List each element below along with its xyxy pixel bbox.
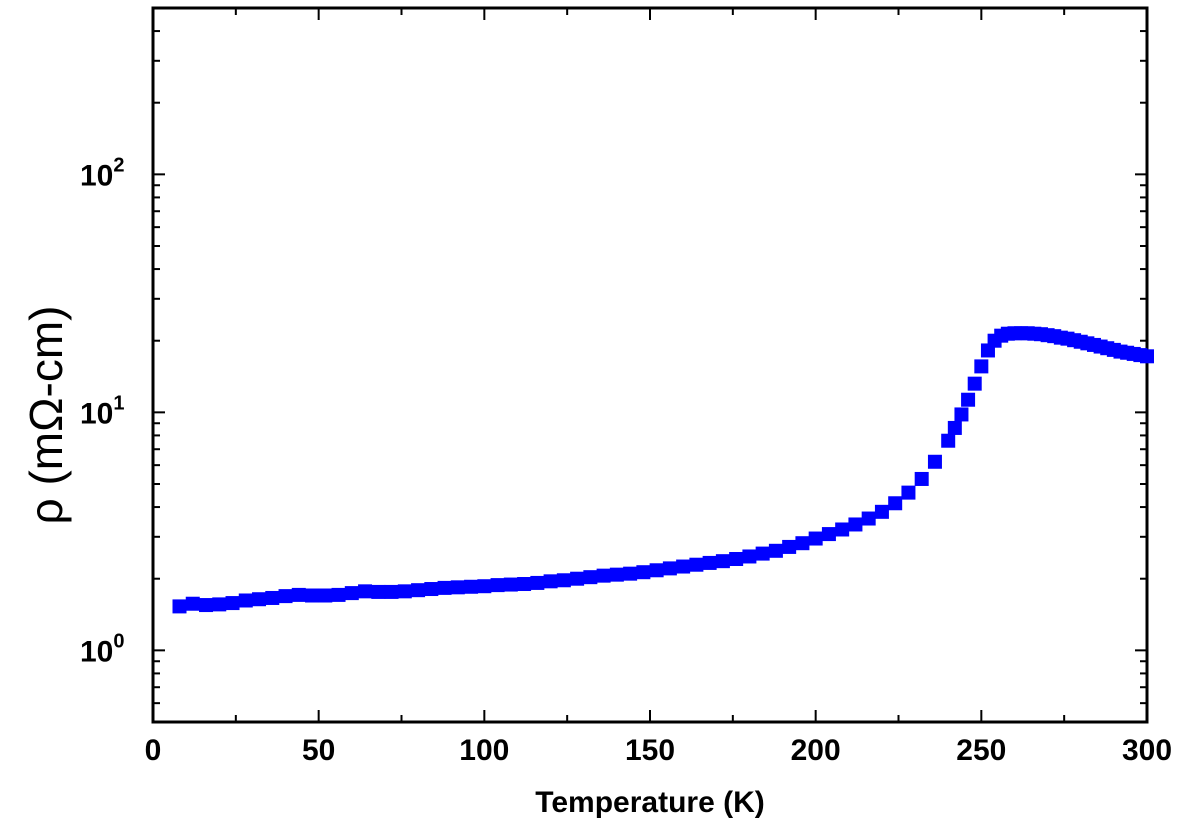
data-point <box>318 588 333 603</box>
data-point <box>941 433 956 448</box>
data-point <box>768 543 783 558</box>
data-point <box>676 559 691 574</box>
data-point <box>464 579 479 594</box>
y-tick-label: 101 <box>80 392 125 430</box>
data-point <box>278 589 293 604</box>
data-point <box>543 574 558 589</box>
x-tick-labels: 0 50 100 150 200 250 300 <box>145 734 1172 767</box>
data-point <box>331 587 346 602</box>
x-tick-label: 150 <box>625 734 675 767</box>
data-point <box>636 565 651 580</box>
data-series <box>172 326 1154 614</box>
data-point <box>835 522 850 537</box>
data-point <box>358 584 373 599</box>
data-point <box>424 582 439 597</box>
data-point <box>848 517 863 532</box>
data-point <box>782 539 797 554</box>
data-point <box>961 392 976 407</box>
data-point <box>795 536 810 551</box>
y-tick-labels: 100 101 102 <box>80 154 125 668</box>
data-point <box>808 531 823 546</box>
data-point <box>450 580 465 595</box>
x-tick-label: 250 <box>956 734 1006 767</box>
plot-frame <box>151 6 1149 724</box>
data-point <box>490 578 505 593</box>
data-point <box>172 599 187 614</box>
data-point <box>596 568 611 583</box>
data-point <box>729 552 744 567</box>
data-point <box>662 561 677 576</box>
data-point <box>1140 349 1154 364</box>
data-point <box>530 575 545 590</box>
y-tick-label: 100 <box>80 630 125 668</box>
data-point <box>914 471 929 486</box>
x-tick-label: 100 <box>459 734 509 767</box>
data-point <box>305 588 320 603</box>
x-tick-label: 200 <box>791 734 841 767</box>
x-tick-label: 0 <box>145 734 162 767</box>
data-point <box>888 496 903 511</box>
y-tick-label: 102 <box>80 154 125 192</box>
x-axis-label: Temperature (K) <box>535 786 764 819</box>
data-point <box>556 573 571 588</box>
data-point <box>477 579 492 594</box>
data-point <box>967 376 982 391</box>
data-point <box>689 557 704 572</box>
data-point <box>755 546 770 561</box>
data-point <box>252 592 267 607</box>
data-point <box>623 566 638 581</box>
data-point <box>371 584 386 599</box>
data-point <box>199 598 214 613</box>
y-axis-label: ρ (mΩ-cm) <box>20 306 72 525</box>
data-point <box>861 511 876 526</box>
data-point <box>411 583 426 598</box>
data-point <box>265 590 280 605</box>
data-point <box>583 570 598 585</box>
data-point <box>609 567 624 582</box>
data-point <box>503 577 518 592</box>
data-point <box>974 359 989 374</box>
data-point <box>927 454 942 469</box>
data-point <box>954 407 969 422</box>
data-point <box>225 596 240 611</box>
data-point <box>702 555 717 570</box>
axis-ticks <box>152 7 1148 723</box>
data-point <box>821 527 836 542</box>
data-point <box>901 485 916 500</box>
data-point <box>715 554 730 569</box>
x-tick-label: 50 <box>302 734 335 767</box>
data-point <box>291 587 306 602</box>
data-point <box>517 577 532 592</box>
data-point <box>947 420 962 435</box>
data-point <box>238 593 253 608</box>
data-point <box>185 596 200 611</box>
data-point <box>437 580 452 595</box>
data-point <box>384 584 399 599</box>
data-point <box>212 597 227 612</box>
data-point <box>570 571 585 586</box>
data-point <box>742 549 757 564</box>
x-tick-label: 300 <box>1122 734 1172 767</box>
data-point <box>874 504 889 519</box>
data-point <box>397 584 412 599</box>
data-point <box>344 586 359 601</box>
data-point <box>649 563 664 578</box>
